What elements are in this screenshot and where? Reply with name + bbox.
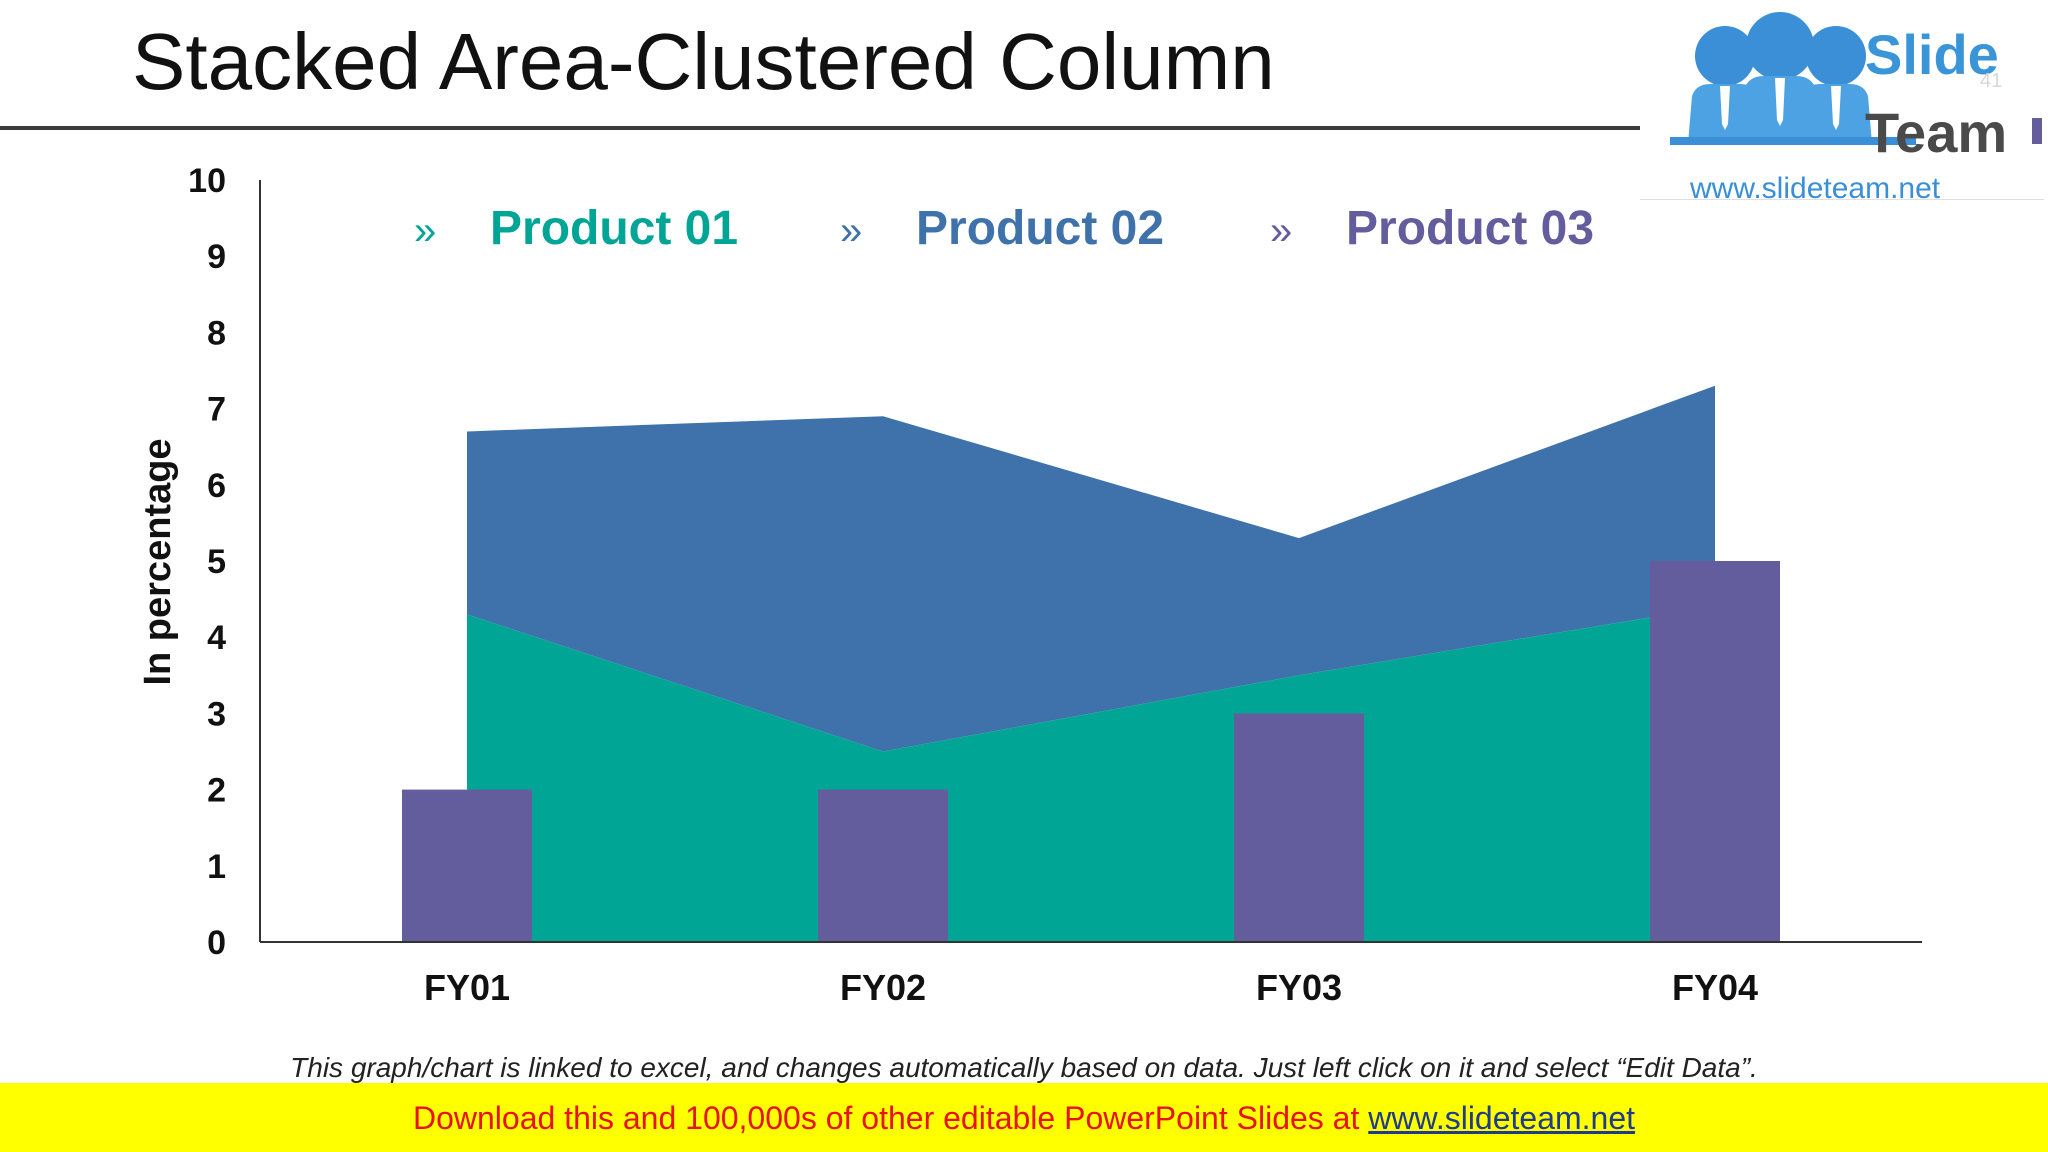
people-logo-icon: Slide Team www.slideteam.net	[1640, 12, 2044, 205]
y-tick-label: 8	[207, 314, 226, 352]
download-banner-text: Download this and 100,000s of other edit…	[0, 1100, 2048, 1137]
logo-url-link[interactable]: www.slideteam.net	[1689, 172, 1941, 205]
y-tick-label: 9	[207, 238, 226, 276]
y-tick-label: 3	[207, 695, 226, 733]
legend-label-1: Product 01	[490, 202, 738, 255]
legend-label-2: Product 02	[916, 202, 1164, 255]
bar-product-03-fy03[interactable]	[1234, 713, 1364, 942]
logo-name-top: Slide	[1865, 23, 1999, 86]
y-tick-label: 2	[207, 772, 226, 810]
download-banner	[0, 1083, 2048, 1152]
y-tick-label: 7	[207, 391, 226, 429]
area-series-product-02[interactable]	[467, 385, 1715, 752]
x-tick-label-fy04: FY04	[1672, 967, 1758, 1008]
y-tick-label: 4	[207, 619, 226, 657]
logo-name-bottom: Team	[1865, 101, 2007, 164]
legend-marker-1: »	[414, 209, 436, 253]
legend-marker-3: »	[1270, 209, 1292, 253]
stacked-area-clustered-column-chart[interactable]: 0 1 2 3 4 5 6 7 8 9 10 FY01 FY02 FY03 FY04 In percentag…	[0, 0, 2048, 1040]
slide-number: 41	[1980, 70, 2003, 92]
y-tick-label: 10	[188, 162, 226, 200]
slide-title: Stacked Area-Clustered Column	[132, 17, 1275, 106]
y-tick-label: 6	[207, 467, 226, 505]
y-tick-label: 5	[207, 543, 226, 581]
bar-product-03-fy01[interactable]	[402, 789, 532, 942]
x-tick-label-fy02: FY02	[840, 967, 926, 1008]
bar-product-03-fy04[interactable]	[1650, 561, 1780, 942]
legend-marker-2: »	[840, 209, 862, 253]
x-tick-label-fy01: FY01	[424, 967, 510, 1008]
y-tick-label: 1	[207, 848, 226, 886]
x-tick-label-fy03: FY03	[1256, 967, 1342, 1008]
slideteam-logo: Slide Team www.slideteam.net	[1640, 4, 2044, 205]
area-series-product-01[interactable]	[467, 606, 1715, 942]
download-banner-link[interactable]: www.slideteam.net	[1368, 1100, 1636, 1136]
y-tick-label: 0	[207, 924, 226, 962]
download-banner-message: Download this and 100,000s of other edit…	[412, 1100, 1369, 1136]
legend-label-3: Product 03	[1346, 202, 1594, 255]
title-divider	[0, 126, 1650, 130]
bar-product-03-fy02[interactable]	[818, 789, 948, 942]
chart-footnote: This graph/chart is linked to excel, and…	[290, 1052, 1758, 1083]
y-axis-title: In percentage	[137, 438, 179, 685]
